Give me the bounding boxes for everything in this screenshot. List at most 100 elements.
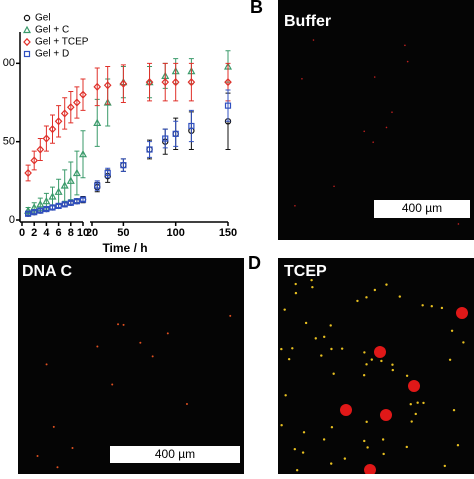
particle (452, 408, 456, 412)
marker (73, 198, 81, 205)
error-bar (94, 180, 100, 191)
error-bar (37, 138, 43, 161)
marker (31, 209, 38, 216)
particle (185, 403, 188, 406)
marker (103, 98, 112, 106)
marker (120, 162, 127, 169)
particle (404, 44, 406, 47)
particle (280, 347, 283, 351)
marker (25, 210, 32, 217)
particle (332, 372, 335, 375)
particle (283, 308, 286, 311)
error-bar (162, 62, 168, 102)
particle (280, 424, 283, 427)
particle (363, 439, 366, 443)
particle (405, 374, 409, 377)
error-bar (25, 211, 31, 216)
x-tick-label: 100 (167, 227, 185, 239)
particle (410, 420, 413, 423)
marker (224, 78, 232, 87)
particle (456, 443, 460, 447)
legend-label: Gel (35, 13, 51, 24)
marker (79, 196, 87, 203)
error-bar (80, 78, 86, 111)
particle (96, 345, 99, 348)
panel-label: Buffer (284, 13, 331, 30)
micrograph-d (278, 258, 474, 474)
marker (145, 78, 154, 87)
particle (330, 425, 334, 429)
marker (161, 78, 170, 87)
particle (323, 335, 326, 339)
particle (372, 141, 374, 143)
error-bar (74, 199, 80, 204)
error-bar (80, 130, 86, 179)
x-axis-label: Time / h (102, 241, 147, 255)
particle (456, 307, 468, 319)
panel-label: TCEP (284, 263, 327, 280)
particle (122, 323, 125, 326)
error-bar (173, 120, 179, 147)
panel-label: DNA C (22, 263, 73, 280)
marker (48, 125, 57, 134)
marker (104, 169, 111, 177)
particle (356, 299, 359, 303)
particle (380, 409, 392, 421)
marker (171, 78, 180, 87)
marker (55, 202, 62, 209)
particle (117, 323, 120, 326)
x-tick-label: 0 (19, 227, 25, 239)
particle (304, 321, 308, 325)
particle (295, 468, 299, 472)
particle (302, 431, 306, 434)
x-tick-label: 150 (219, 227, 237, 239)
error-bar (25, 164, 31, 182)
particle (440, 306, 444, 310)
particle (370, 358, 373, 361)
particle (333, 185, 335, 188)
particle (443, 464, 447, 468)
particle (363, 351, 366, 354)
particle (391, 111, 393, 113)
scale-bar-label: 400 µm (402, 201, 442, 215)
marker (224, 102, 232, 109)
marker (60, 109, 69, 118)
error-bar (68, 200, 74, 205)
particle (301, 77, 303, 80)
error-bar (173, 62, 179, 102)
marker (43, 205, 50, 213)
error-bar (50, 205, 55, 210)
marker (67, 199, 74, 206)
error-bar (188, 62, 194, 102)
error-bar (162, 128, 168, 149)
error-bar (62, 169, 68, 202)
legend-marker (23, 14, 31, 22)
error-bar (80, 197, 86, 202)
marker (37, 207, 44, 214)
particle (320, 354, 323, 357)
particle (381, 438, 385, 441)
x-tick-label: 20 (86, 227, 98, 239)
x-tick-label: 6 (56, 227, 62, 239)
particle (111, 383, 114, 386)
particle (421, 304, 424, 307)
scale-bar (374, 200, 470, 218)
marker (61, 201, 68, 208)
panel-letter: D (248, 253, 261, 273)
particle (314, 337, 317, 340)
marker (60, 181, 69, 189)
particle (366, 446, 369, 449)
marker (49, 204, 56, 211)
y-tick-label: 0 (9, 214, 15, 226)
legend-label: Gel + TCEP (35, 37, 89, 48)
marker (72, 168, 81, 177)
particle (343, 457, 347, 460)
error-bar (120, 64, 126, 103)
error-bar (68, 91, 74, 124)
marker (93, 118, 102, 126)
particle (365, 296, 368, 299)
particle (362, 373, 366, 377)
marker (54, 117, 63, 126)
marker (42, 196, 51, 205)
particle (391, 368, 394, 372)
